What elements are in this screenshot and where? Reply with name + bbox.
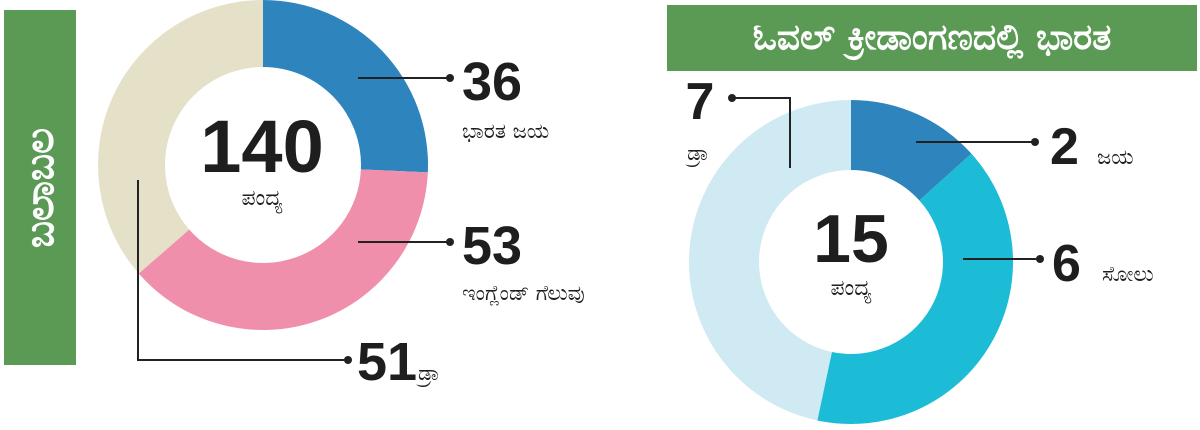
chart2-label-loss: ಸೋಲು: [1102, 262, 1154, 286]
title-banner: ಓವಲ್ ಕ್ರೀಡಾಂಗಣದಲ್ಲಿ ಭಾರತ: [667, 5, 1197, 71]
chart2-leader-dot-win: [1031, 138, 1039, 146]
chart2-slice-1: [817, 153, 1013, 425]
chart1-leader-dot-draw: [344, 356, 352, 364]
chart2-value-draw: 7: [686, 73, 715, 131]
chart2-slice-2: [688, 100, 851, 421]
chart2-value-loss: 6: [1052, 235, 1081, 293]
side-tab: ಬಲಾಬಲ: [4, 10, 76, 365]
chart2-label-win: ಜಯ: [1097, 145, 1134, 169]
chart2-center-value: 15: [813, 201, 889, 277]
chart1-leader-draw: [137, 180, 348, 361]
chart1-value-draw: 51: [357, 332, 417, 392]
chart1-slice-1: [138, 169, 428, 330]
donut-chart-oval: [688, 100, 1013, 425]
chart2-label-draw: ಡ್ರಾ: [685, 141, 709, 167]
chart1-label-win: ಭಾರತ ಜಯ: [462, 119, 549, 143]
chart2-center-label: ಪಂದ್ಯ: [830, 276, 872, 304]
chart1-label-draw: ಡ್ರಾ: [416, 361, 440, 387]
chart1-center-label: ಪಂದ್ಯ: [241, 186, 283, 214]
donut-chart-overall: [98, 0, 428, 330]
chart2-leader-dot-loss: [1036, 255, 1044, 263]
chart1-label-loss: ಇಂಗ್ಲೆಂಡ್ ಗೆಲುವು: [462, 281, 585, 306]
chart1-leader-dot-win: [446, 74, 454, 82]
chart2-slice-0: [851, 100, 972, 201]
chart1-value-loss: 53: [462, 216, 522, 276]
chart1-slice-2: [98, 0, 263, 274]
chart2-leader-dot-draw: [728, 94, 736, 102]
chart1-value-win: 36: [462, 52, 522, 112]
chart1-leader-dot-loss: [446, 238, 454, 246]
chart2-value-win: 2: [1050, 118, 1079, 176]
chart1-center-value: 140: [200, 105, 323, 188]
chart1-slice-0: [263, 0, 428, 173]
chart2-leader-draw: [732, 97, 791, 168]
